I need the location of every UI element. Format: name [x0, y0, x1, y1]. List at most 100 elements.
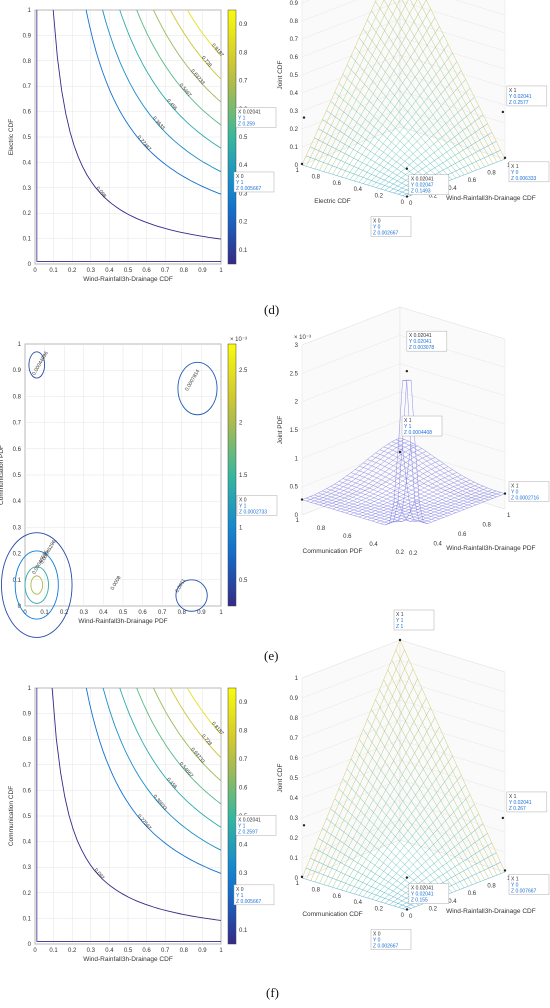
mesh-line	[310, 659, 410, 881]
colorbar-tick-label: 0.5	[239, 135, 248, 141]
mesh-line	[306, 0, 385, 167]
datatip-box	[506, 791, 548, 813]
y-tick-label: 0.5	[13, 473, 22, 479]
x-tick-label: 0.6	[468, 891, 477, 897]
x-tick-label: 1	[219, 610, 223, 616]
z-grid-line	[301, 739, 506, 779]
colorbar-tick-label: 2.5	[239, 368, 248, 374]
colorbar-tick-label: 0.7	[239, 757, 248, 763]
datatip-text: Y 0.02041	[411, 892, 434, 898]
z-grid-line	[301, 391, 506, 431]
datatip-text: Y 1	[396, 618, 404, 624]
x-tick-label: 0.1	[49, 268, 58, 274]
panel-label-d: (d)	[264, 302, 280, 317]
x-tick-label: 0.2	[68, 948, 77, 954]
y-axis-label: Communication PDF	[303, 548, 363, 555]
contour-line	[177, 361, 218, 416]
z-grid-line	[301, 759, 506, 799]
y-tick-label: 0.6	[333, 181, 342, 187]
contour-line	[119, 9, 222, 149]
x-tick-label: 0.6	[142, 948, 151, 954]
datatip-box	[370, 929, 412, 950]
datatip-text: Z 0.0002716	[511, 496, 539, 502]
datatip-text: Z 0.002667	[373, 231, 399, 237]
z-tick-label: 0.8	[290, 19, 299, 25]
z-tick-label: 0.6	[290, 55, 299, 61]
y-tick-label: 0.4	[13, 499, 22, 505]
z-grid-line	[301, 819, 506, 859]
datatip-text: X 0.02041	[411, 886, 434, 892]
datatip-text: Y 0.02047	[411, 183, 434, 189]
mesh-line	[310, 0, 392, 168]
colorbar-tick-label: 0.8	[239, 729, 248, 735]
colorbar-tick-label: 1	[239, 525, 243, 531]
z-tick-label: 1.5	[290, 428, 299, 434]
y-tick-label: 0	[28, 262, 32, 268]
x-axis-label: Wind-Rainfall3h-Drainage CDF	[446, 908, 536, 915]
z-tick-label: 0.8	[290, 716, 299, 722]
datatip-text: Z 0.259	[238, 122, 255, 128]
y-tick-label: 0.6	[343, 534, 352, 540]
y-tick-label: 1	[18, 342, 22, 348]
y-tick-label: 0.6	[333, 894, 342, 900]
datatip-text: Z 0.267	[509, 806, 526, 812]
z-tick-label: 1	[295, 456, 299, 462]
z-tick-label: 0.9	[290, 1, 299, 7]
x-tick-label: 0.5	[119, 610, 128, 616]
datatip-text: Y 1	[236, 893, 244, 899]
datatip-box	[236, 495, 278, 516]
mesh-line	[310, 440, 409, 503]
surface-axes: 0 0.5 1 1.5 2 2.5 3 Joint PDF × 10⁻³ 1 0.8 0.6 0.4 0.…	[236, 306, 550, 557]
panel-label-e: (e)	[264, 648, 279, 663]
mesh-line	[391, 441, 497, 498]
x-tick-label: 0.8	[180, 948, 189, 954]
datatip-text: Y 0	[373, 937, 381, 943]
datatip-box	[393, 609, 435, 631]
colorbar-tick-label: 0.1	[239, 248, 248, 254]
datatip-marker	[501, 110, 505, 114]
x-tick-label: 0.3	[87, 948, 96, 954]
x-tick-label: 0.2	[409, 551, 418, 557]
y-tick-label: 0.8	[23, 737, 32, 743]
datatip-box	[408, 174, 450, 195]
y-tick-label: 0	[401, 913, 405, 919]
contour-axes: 00 0.1 0.1 0.2 0.2 0.3 0.3 0.4 0.4 0.5 0.5 0.6 0.6 0.…	[8, 686, 248, 963]
y-tick-label: 0.2	[375, 194, 384, 200]
y-tick-label: 0	[28, 942, 32, 948]
colorbar	[227, 9, 237, 265]
datatip-box	[233, 884, 275, 906]
contour-plot-e: 00 0.1 0.1 0.2 0.2 0.3 0.3 0.4 0.4 0.5 0.5 0.6 0.6 0.…	[0, 337, 248, 638]
y-tick-label: 0.1	[23, 237, 32, 243]
z-tick-label: 0.5	[290, 776, 299, 782]
contour-line	[136, 9, 222, 126]
x-axis-label: Wind-Rainfall3h-Drainage CDF	[83, 956, 173, 963]
contour-line	[24, 566, 49, 604]
x-tick-label: 1	[507, 513, 511, 519]
datatip-marker	[302, 824, 306, 827]
x-tick-label: 0.1	[49, 948, 58, 954]
y-tick-label: 0.6	[23, 788, 32, 794]
datatip-box	[370, 216, 412, 237]
z-tick-label: 0	[295, 513, 299, 519]
y-tick-label: 0.7	[23, 763, 32, 769]
y-tick-label: 0.2	[23, 211, 32, 217]
datatip-text: Y 0	[511, 170, 519, 176]
z-axis-label: Joint CDF	[277, 61, 284, 90]
z-axis-label: Joint PDF	[277, 416, 284, 445]
y-tick-label: 0.9	[23, 33, 32, 39]
z-tick-label: 0.1	[290, 856, 299, 862]
z-grid-line	[301, 779, 506, 819]
colorbar-tick-label: 0.9	[239, 700, 248, 706]
y-tick-label: 0.2	[13, 552, 22, 558]
mesh-line	[399, 437, 506, 494]
contour-line	[186, 9, 222, 57]
mesh-line	[314, 0, 401, 170]
colorbar-tick-label: 0.1	[239, 928, 248, 934]
z-tick-label: 0	[295, 163, 299, 169]
contour-line-boundary	[36, 688, 221, 942]
y-tick-label: 0.7	[13, 421, 22, 427]
y-axis-label: Communication CDF	[302, 911, 362, 918]
